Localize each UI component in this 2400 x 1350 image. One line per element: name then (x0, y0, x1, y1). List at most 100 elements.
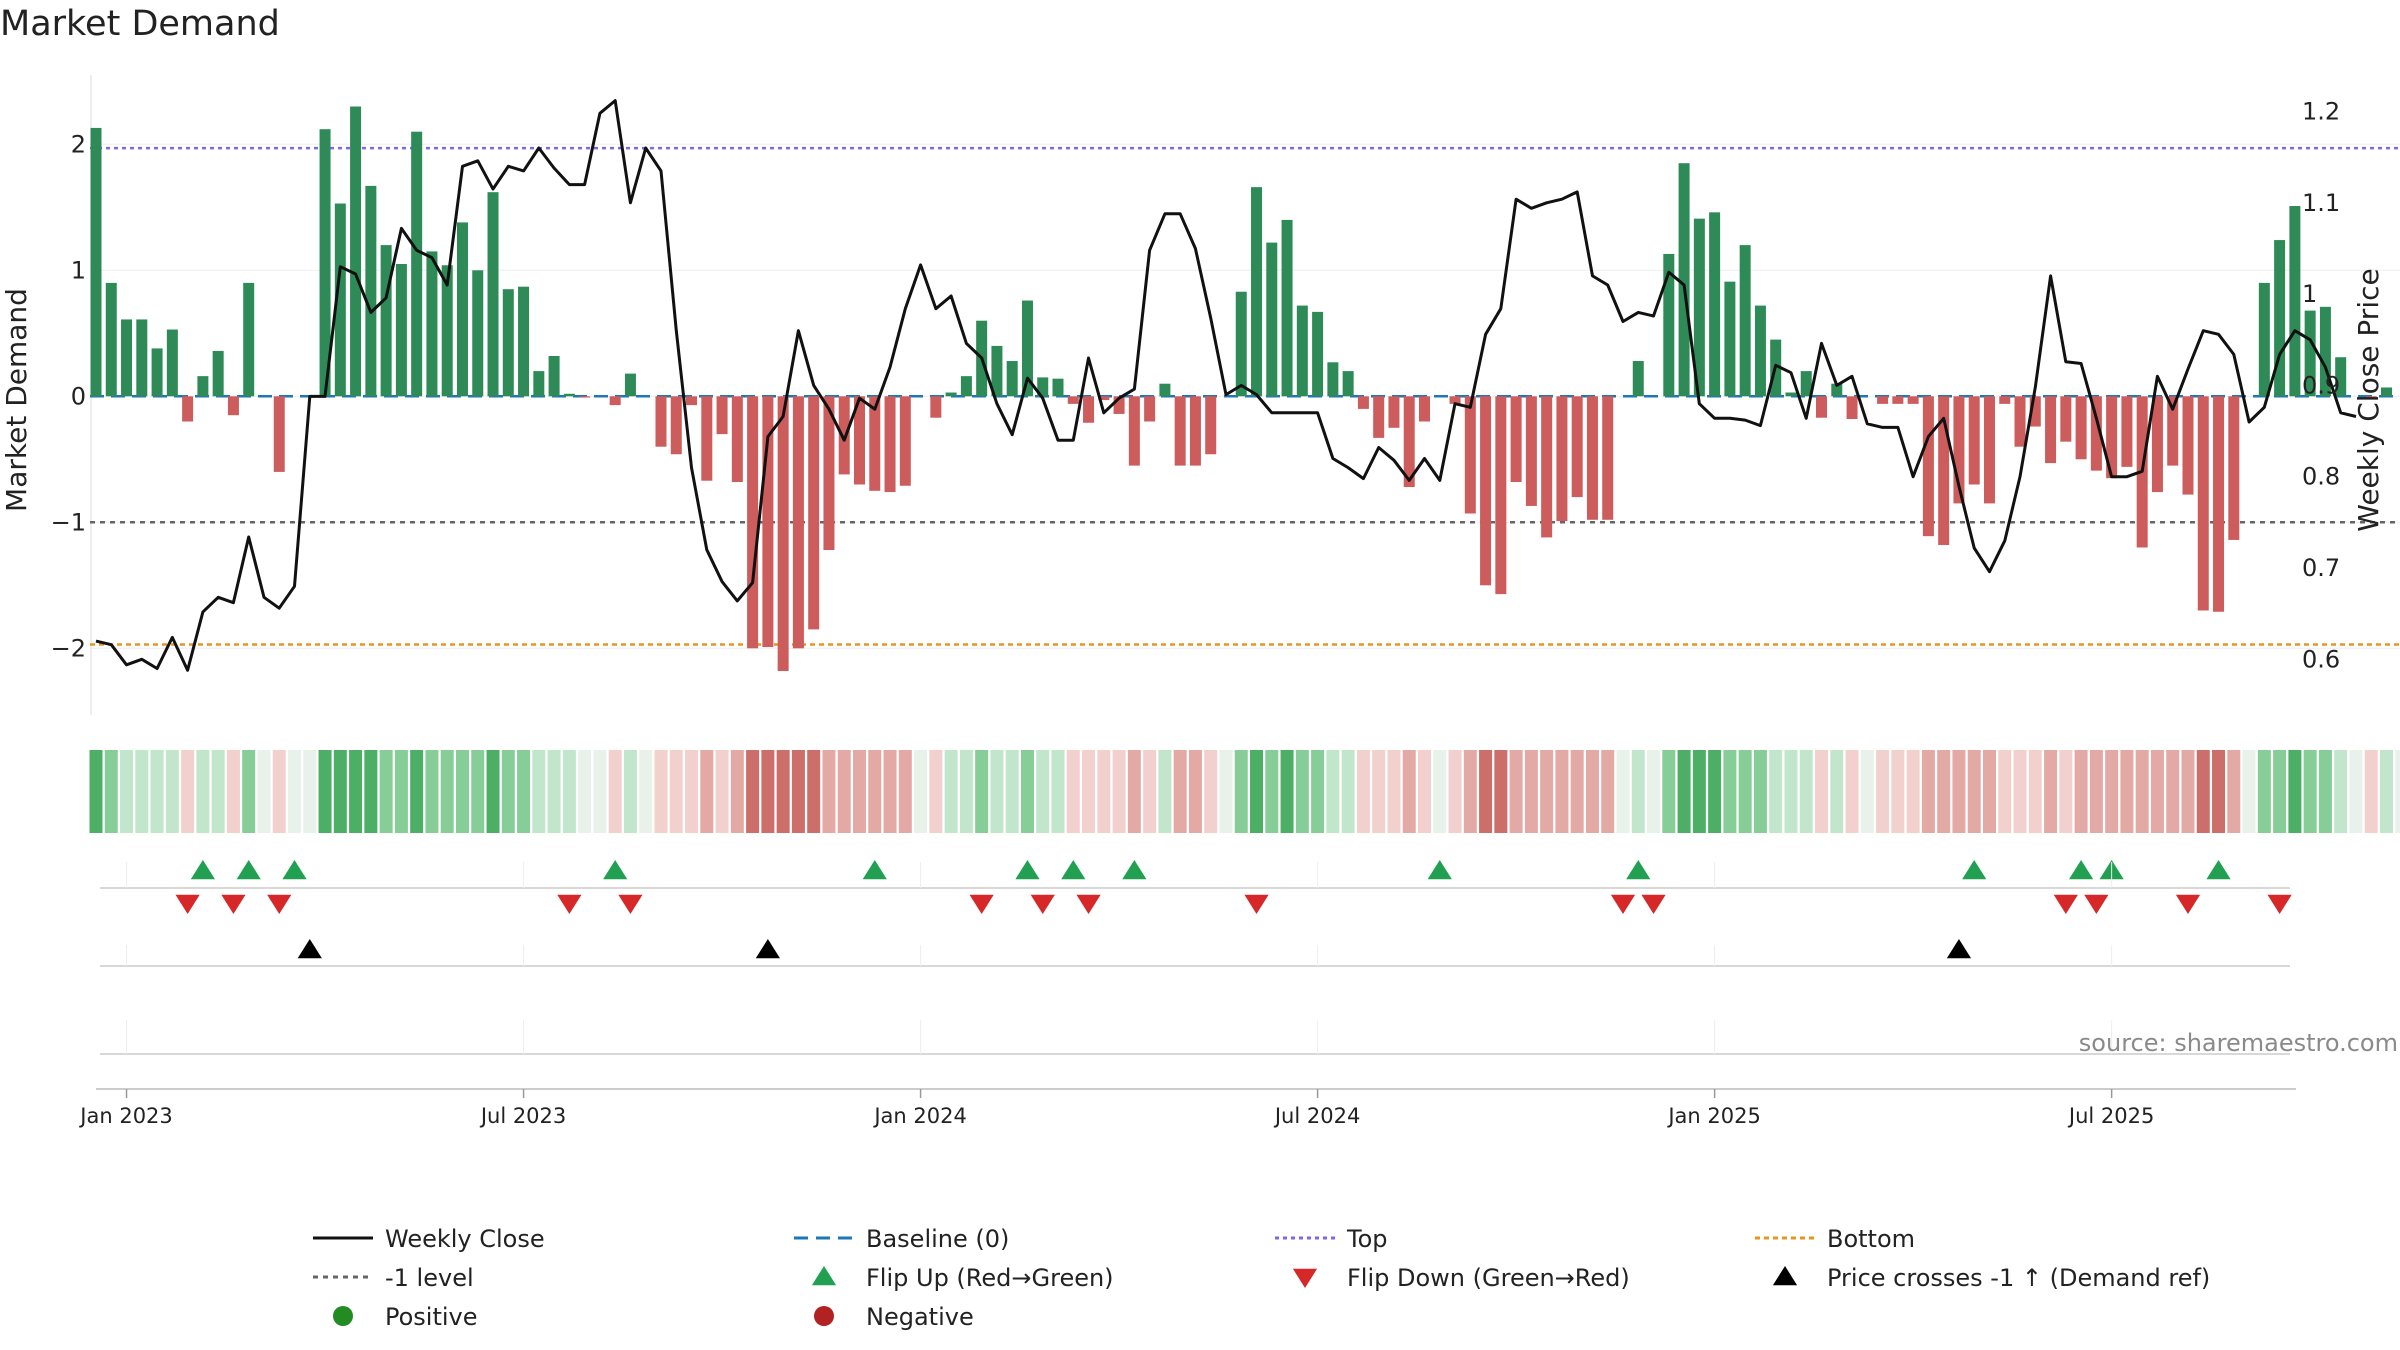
strip-cell (135, 750, 149, 833)
strip-cell (1921, 750, 1935, 833)
right-tick-label: 0.7 (2302, 554, 2340, 582)
strip-cell (1173, 750, 1187, 833)
demand-bar-negative (1495, 396, 1507, 595)
strip-cell (455, 750, 469, 833)
demand-bar-positive (1724, 281, 1736, 397)
strip-cell (2089, 750, 2103, 833)
strip-cell (975, 750, 989, 833)
demand-bar-negative (1357, 396, 1369, 409)
strip-cell (1463, 750, 1477, 833)
demand-bar-positive (105, 282, 117, 397)
legend-label: Bottom (1827, 1225, 1915, 1253)
demand-bar-positive (1327, 362, 1339, 397)
flip-up-marker (1015, 860, 1040, 880)
right-tick-label: 1.2 (2302, 98, 2340, 126)
strip-cell (410, 750, 424, 833)
demand-bars (90, 106, 2392, 671)
demand-bar-negative (731, 396, 743, 482)
demand-bar-positive (1159, 383, 1171, 397)
demand-bar-positive (518, 286, 530, 397)
date-tick-label: Jul 2025 (2067, 1104, 2154, 1128)
demand-bar-negative (2182, 396, 2194, 495)
strip-cell (257, 750, 271, 833)
demand-bar-positive (991, 345, 1003, 397)
strip-cell (1982, 750, 1996, 833)
demand-bar-positive (2381, 387, 2392, 397)
date-tick-label: Jan 2025 (1666, 1104, 1761, 1128)
demand-bar-negative (2121, 396, 2133, 467)
demand-bar-negative (1816, 396, 1828, 418)
strip-cell (1784, 750, 1798, 833)
demand-bar-negative (655, 396, 667, 447)
strip-cell (2105, 750, 2119, 833)
demand-bar-negative (838, 396, 850, 475)
demand-bar-negative (808, 396, 820, 630)
flip-down-marker (2175, 894, 2201, 914)
demand-bar-negative (869, 396, 881, 491)
legend-swatch-flip_up (811, 1266, 837, 1286)
demand-bar-negative (1113, 396, 1125, 414)
strip-cell (303, 750, 317, 833)
strip-cell (211, 750, 225, 833)
demand-bar-negative (1602, 396, 1614, 520)
demand-bar-positive (136, 319, 148, 397)
strip-cell (1570, 750, 1584, 833)
strip-cell (730, 750, 744, 833)
strip-cell (1723, 750, 1737, 833)
strip-cell (2166, 750, 2180, 833)
strip-cell (2028, 750, 2042, 833)
left-axis-ticks: 2 1 0 −1 −2 (51, 130, 86, 662)
strip-cell (1280, 750, 1294, 833)
strip-cell (1311, 750, 1325, 833)
strip-cell (669, 750, 683, 833)
demand-bar-negative (1144, 396, 1156, 422)
strip-cell (1524, 750, 1538, 833)
strip-cell (2135, 750, 2149, 833)
strip-cell (349, 750, 363, 833)
demand-bar-negative (1877, 396, 1889, 404)
demand-bar-negative (1525, 396, 1537, 506)
demand-bar-positive (1021, 300, 1033, 397)
demand-bar-negative (1480, 396, 1492, 586)
demand-bar-negative (716, 396, 728, 435)
demand-bar-positive (1831, 383, 1843, 397)
signal-markers (96, 860, 2296, 1288)
right-tick-label: 0.9 (2302, 371, 2340, 399)
strip-cell (1799, 750, 1813, 833)
strip-cell (1738, 750, 1752, 833)
demand-bar-negative (701, 396, 713, 481)
demand-bar-positive (1663, 253, 1675, 397)
flip-down-marker (1610, 894, 1636, 914)
strip-cell (837, 750, 851, 833)
strip-cell (1937, 750, 1951, 833)
flip-down-marker (175, 894, 200, 914)
demand-bar-negative (2151, 396, 2163, 493)
strip-cell (1234, 750, 1248, 833)
demand-bar-positive (2258, 282, 2270, 397)
demand-bar-positive (548, 355, 560, 397)
demand-bar-negative (2060, 396, 2072, 442)
strip-cell (822, 750, 836, 833)
demand-bar-positive (365, 185, 377, 397)
demand-bar-positive (456, 222, 468, 397)
demand-bar-positive (1739, 245, 1751, 397)
strip-cell (1448, 750, 1462, 833)
flip-down-marker (2053, 894, 2078, 914)
demand-bar-positive (1052, 378, 1064, 397)
strip-cell (1555, 750, 1569, 833)
demand-bar-positive (2319, 306, 2331, 397)
strip-cell (1265, 750, 1279, 833)
demand-bar-negative (2014, 396, 2026, 447)
strip-cell (1051, 750, 1065, 833)
demand-bar-negative (686, 396, 698, 406)
flip-up-marker (1626, 860, 1651, 880)
demand-bar-negative (1953, 396, 1965, 504)
flip-up-marker (190, 860, 215, 880)
flip-up-marker (1061, 860, 1086, 880)
weekly-close-series (95, 99, 2357, 672)
strip-cell (471, 750, 485, 833)
strip-cell (746, 750, 760, 833)
price-cross-marker (755, 939, 780, 959)
strip-cell (608, 750, 622, 833)
left-tick-label: −2 (51, 634, 86, 662)
